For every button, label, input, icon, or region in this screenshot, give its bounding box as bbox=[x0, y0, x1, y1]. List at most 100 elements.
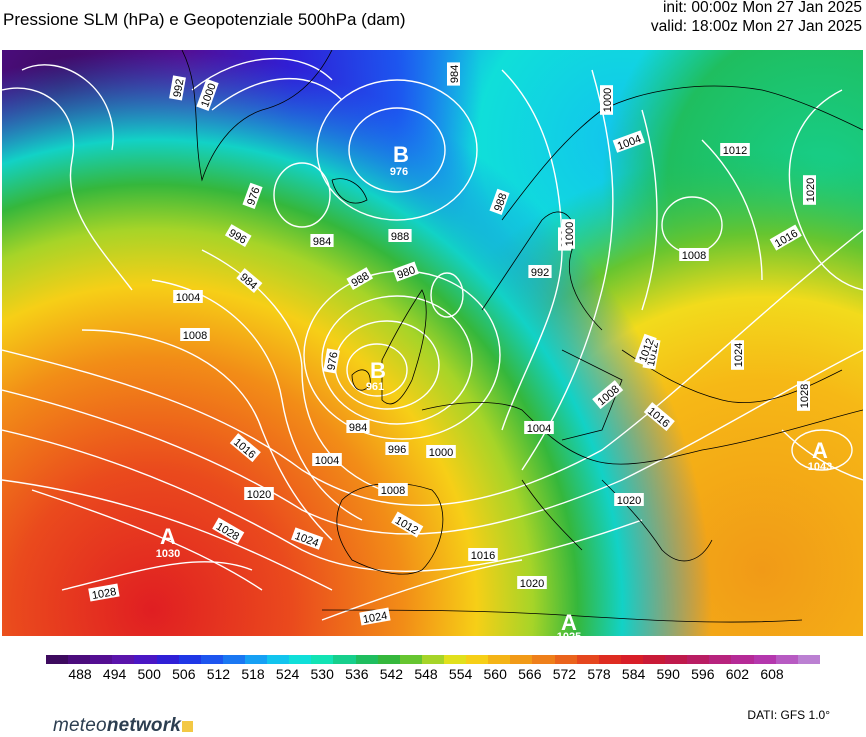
color-scale-tick-label: 578 bbox=[587, 666, 611, 682]
isobar-value: 992 bbox=[531, 267, 549, 279]
isobar-value: 996 bbox=[388, 444, 406, 456]
isobar-value: 1008 bbox=[381, 485, 405, 497]
color-scale-swatch bbox=[466, 655, 489, 664]
isobar-value: 984 bbox=[349, 422, 367, 434]
color-scale-swatch bbox=[554, 655, 577, 664]
isobar-value: 1000 bbox=[429, 447, 453, 459]
init-time: init: 00:00z Mon 27 Jan 2025 bbox=[662, 0, 862, 16]
isobar-value: 1028 bbox=[799, 384, 811, 408]
weather-map: B 976 B 961 A 1030 A 1043 A 1025 992 1000… bbox=[2, 50, 863, 636]
color-scale-swatch bbox=[244, 655, 268, 664]
isobar-label: 1020 bbox=[614, 493, 644, 507]
isobar-label: 992 bbox=[169, 75, 186, 101]
isobar-label: 1008 bbox=[679, 248, 709, 262]
isobar-value: 1000 bbox=[602, 88, 614, 112]
isobar-value: 1020 bbox=[805, 178, 817, 202]
color-scale-swatch bbox=[355, 655, 378, 664]
color-scale-swatch bbox=[665, 655, 688, 664]
color-scale-tick-label: 584 bbox=[621, 666, 646, 682]
low-center-value: 961 bbox=[366, 381, 384, 393]
data-source: DATI: GFS 1.0° bbox=[747, 708, 830, 722]
isobar-value: 1004 bbox=[527, 423, 551, 435]
color-scale-tick-label: 530 bbox=[310, 666, 334, 682]
color-scale-swatch bbox=[222, 655, 245, 664]
isobar-label: 1028 bbox=[797, 381, 811, 411]
isobar-label: 1020 bbox=[244, 487, 274, 501]
isobar-value: 1024 bbox=[733, 343, 745, 367]
isobar-label: 984 bbox=[346, 420, 370, 434]
low-center-value: 976 bbox=[390, 166, 408, 178]
isobar-label: 1008 bbox=[180, 328, 210, 342]
color-scale-tick-label: 608 bbox=[760, 666, 784, 682]
color-scale-swatch bbox=[156, 655, 179, 664]
isobar-value: 1000 bbox=[564, 222, 576, 246]
isobar-value: 976 bbox=[325, 351, 340, 371]
color-scale-tick-label: 524 bbox=[275, 666, 300, 682]
color-scale-swatch bbox=[112, 655, 135, 664]
color-scale-swatch bbox=[532, 655, 555, 664]
color-scale-tick-label: 494 bbox=[102, 666, 127, 682]
color-scale-swatch bbox=[68, 655, 91, 664]
low-center-letter: B bbox=[393, 142, 409, 167]
isobar-label: 1024 bbox=[359, 607, 391, 626]
high-center-value: 1043 bbox=[808, 461, 832, 473]
color-scale-tick-label: 560 bbox=[483, 666, 507, 682]
color-scale-swatch bbox=[46, 655, 69, 664]
color-scale-tick-label: 536 bbox=[345, 666, 369, 682]
high-center-letter: A bbox=[561, 610, 577, 635]
color-scale-swatch bbox=[797, 655, 820, 664]
valid-time: valid: 18:00z Mon 27 Jan 2025 bbox=[650, 18, 862, 35]
color-scale-tick-label: 518 bbox=[241, 666, 265, 682]
isobar-value: 1012 bbox=[723, 145, 747, 157]
color-scale-swatch bbox=[753, 655, 776, 664]
isobar-label: 984 bbox=[447, 62, 461, 86]
color-scale-tick-label: 596 bbox=[691, 666, 715, 682]
isobar-value: 1020 bbox=[247, 489, 271, 501]
isobar-value: 988 bbox=[391, 231, 409, 243]
coastlines bbox=[181, 50, 863, 623]
isobar-label: 1012 bbox=[720, 143, 750, 157]
color-scale-swatch bbox=[200, 655, 223, 664]
color-scale-swatch bbox=[510, 655, 533, 664]
isobar-value: 1020 bbox=[617, 495, 641, 507]
isobar-label: 996 bbox=[385, 442, 409, 456]
isobar-label: 980 bbox=[392, 261, 419, 282]
color-scale-swatch bbox=[421, 655, 444, 664]
isobar-value: 1008 bbox=[183, 330, 207, 342]
color-scale-tick-label: 542 bbox=[379, 666, 404, 682]
color-scale-swatch bbox=[90, 655, 113, 664]
color-scale-swatch bbox=[709, 655, 732, 664]
run-info: init: 00:00z Mon 27 Jan 2025 valid: 18:0… bbox=[651, 0, 862, 36]
color-scale-tick-label: 488 bbox=[68, 666, 92, 682]
color-scale-swatch bbox=[443, 655, 467, 664]
isobar-label: 1020 bbox=[803, 175, 817, 205]
isobars bbox=[2, 57, 863, 621]
color-scale-tick-label: 602 bbox=[725, 666, 750, 682]
color-scale-swatch bbox=[687, 655, 710, 664]
chart-title: Pressione SLM (hPa) e Geopotenziale 500h… bbox=[3, 10, 406, 29]
color-scale-tick-label: 554 bbox=[448, 666, 473, 682]
isobar-label: 976 bbox=[242, 182, 263, 209]
map-svg: B 976 B 961 A 1030 A 1043 A 1025 992 1000… bbox=[2, 50, 863, 636]
isobar-value: 984 bbox=[313, 236, 331, 248]
color-scale-swatch bbox=[576, 655, 599, 664]
isobar-value: 976 bbox=[245, 186, 263, 207]
high-center-value: 1025 bbox=[557, 631, 581, 636]
color-scale-swatch bbox=[731, 655, 754, 664]
isobar-label: 1016 bbox=[468, 548, 498, 562]
color-scale-tick-label: 572 bbox=[552, 666, 577, 682]
isobar-label: 1000 bbox=[426, 445, 456, 459]
color-scale-tick-label: 500 bbox=[137, 666, 161, 682]
isobar-label: 988 bbox=[489, 188, 510, 215]
color-scale-swatch bbox=[311, 655, 334, 664]
color-scale-swatch bbox=[267, 655, 290, 664]
isobar-value: 1024 bbox=[362, 610, 388, 626]
isobar-label: 1008 bbox=[378, 483, 408, 497]
isobar-label: 1024 bbox=[731, 340, 745, 370]
isobar-value: 1004 bbox=[315, 455, 339, 467]
isobar-label: 976 bbox=[323, 348, 340, 374]
isobar-value: 980 bbox=[396, 264, 417, 282]
isobar-label: 988 bbox=[388, 229, 412, 243]
high-center-value: 1030 bbox=[156, 548, 180, 560]
low-center-letter: B bbox=[370, 358, 386, 383]
